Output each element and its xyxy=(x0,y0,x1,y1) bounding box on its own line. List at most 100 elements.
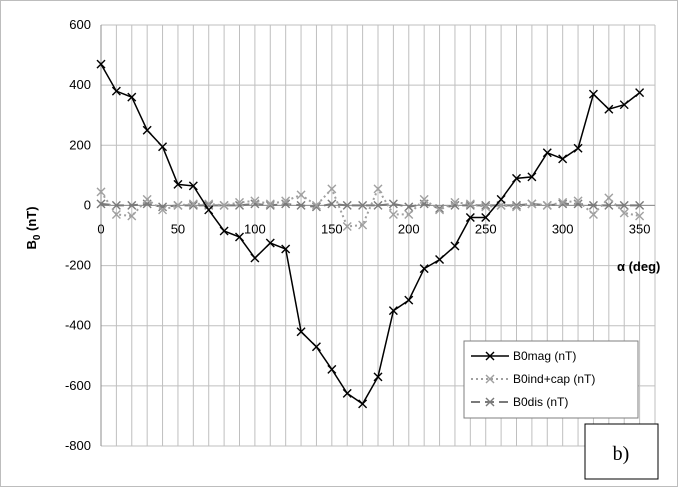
marker-stroke xyxy=(373,184,383,194)
marker-stroke xyxy=(635,211,645,221)
data-point xyxy=(496,194,506,204)
marker-stroke xyxy=(465,212,475,222)
data-point xyxy=(588,89,598,99)
marker-stroke xyxy=(265,238,275,248)
series-line xyxy=(100,186,640,228)
data-point xyxy=(512,173,521,183)
data-point xyxy=(619,200,629,210)
marker-stroke xyxy=(311,202,321,212)
marker-stroke xyxy=(573,196,583,206)
marker-stroke xyxy=(327,364,337,374)
legend-marker xyxy=(485,374,495,384)
series-layer xyxy=(96,59,645,409)
data-point xyxy=(604,200,614,210)
marker-stroke xyxy=(558,154,568,164)
marker-stroke xyxy=(142,194,152,204)
data-point xyxy=(558,154,568,164)
y-axis-title-main: B xyxy=(24,240,39,249)
data-point xyxy=(527,199,537,209)
marker-stroke xyxy=(604,193,614,203)
data-point xyxy=(219,226,229,236)
data-point xyxy=(512,200,521,210)
marker-stroke xyxy=(296,200,306,210)
marker-stroke xyxy=(527,172,537,182)
data-point xyxy=(481,200,491,210)
data-point xyxy=(481,202,491,212)
data-point xyxy=(188,181,198,191)
marker-stroke xyxy=(635,200,645,210)
marker-stroke xyxy=(373,200,383,210)
marker-stroke xyxy=(327,184,337,194)
data-point xyxy=(265,238,275,248)
data-point xyxy=(158,142,168,152)
marker-stroke xyxy=(281,244,291,254)
data-point xyxy=(635,200,645,210)
y-axis-title-unit: (nT) xyxy=(24,206,39,234)
x-tick-label: 250 xyxy=(475,221,497,236)
data-point xyxy=(235,200,244,210)
marker-stroke xyxy=(573,143,583,153)
data-point xyxy=(542,200,552,210)
marker-stroke xyxy=(481,200,491,210)
data-point xyxy=(404,209,414,219)
data-point xyxy=(342,388,352,398)
data-point xyxy=(635,211,645,221)
data-point xyxy=(604,193,614,203)
y-tick-labels: 600 400 200 0 -200 -400 -600 -800 xyxy=(65,17,91,453)
y-tick-label: 200 xyxy=(69,137,91,152)
marker-stroke xyxy=(296,190,306,200)
marker-stroke xyxy=(496,194,506,204)
marker-stroke xyxy=(404,209,414,219)
x-tick-label: 200 xyxy=(398,221,420,236)
data-point xyxy=(588,209,598,219)
y-tick-label: -400 xyxy=(65,318,91,333)
data-point xyxy=(96,59,106,69)
legend: B0mag (nT) B0ind+cap (nT) B0dis (nT) xyxy=(463,340,639,419)
data-point xyxy=(142,125,152,135)
data-point xyxy=(96,187,106,197)
marker-stroke xyxy=(481,212,491,222)
marker-stroke xyxy=(111,209,121,219)
marker-stroke xyxy=(235,197,244,207)
data-point xyxy=(188,199,198,209)
data-point xyxy=(435,203,445,213)
data-point xyxy=(481,212,491,222)
marker-stroke xyxy=(311,342,321,352)
legend-entry-2: B0ind+cap (nT) xyxy=(471,372,595,386)
marker-stroke xyxy=(481,202,491,212)
marker-stroke xyxy=(485,397,495,407)
marker-stroke xyxy=(388,306,398,316)
marker-stroke xyxy=(404,295,414,305)
marker-stroke xyxy=(342,388,352,398)
data-point xyxy=(419,194,429,204)
marker-stroke xyxy=(419,264,429,274)
marker-stroke xyxy=(173,179,183,189)
data-point xyxy=(388,306,398,316)
data-point xyxy=(342,221,352,231)
marker-stroke xyxy=(358,399,368,409)
data-point xyxy=(173,179,183,189)
marker-stroke xyxy=(265,199,275,209)
marker-stroke xyxy=(588,209,598,219)
x-tick-label: 50 xyxy=(171,221,185,236)
marker-stroke xyxy=(604,200,614,210)
data-point xyxy=(558,197,568,207)
x-tick-label: 100 xyxy=(244,221,266,236)
marker-stroke xyxy=(188,200,198,210)
marker-stroke xyxy=(127,92,137,102)
marker-stroke xyxy=(573,199,583,209)
marker-stroke xyxy=(311,200,321,210)
marker-stroke xyxy=(96,59,106,69)
marker-stroke xyxy=(604,104,614,114)
data-point xyxy=(588,200,598,210)
legend-marker xyxy=(485,397,495,407)
data-point xyxy=(281,196,291,206)
data-point xyxy=(435,255,445,265)
panel-label: b) xyxy=(613,443,630,465)
marker-stroke xyxy=(219,200,229,210)
marker-stroke xyxy=(527,199,537,209)
data-point xyxy=(573,196,583,206)
data-point xyxy=(296,327,306,337)
data-point xyxy=(373,372,383,382)
